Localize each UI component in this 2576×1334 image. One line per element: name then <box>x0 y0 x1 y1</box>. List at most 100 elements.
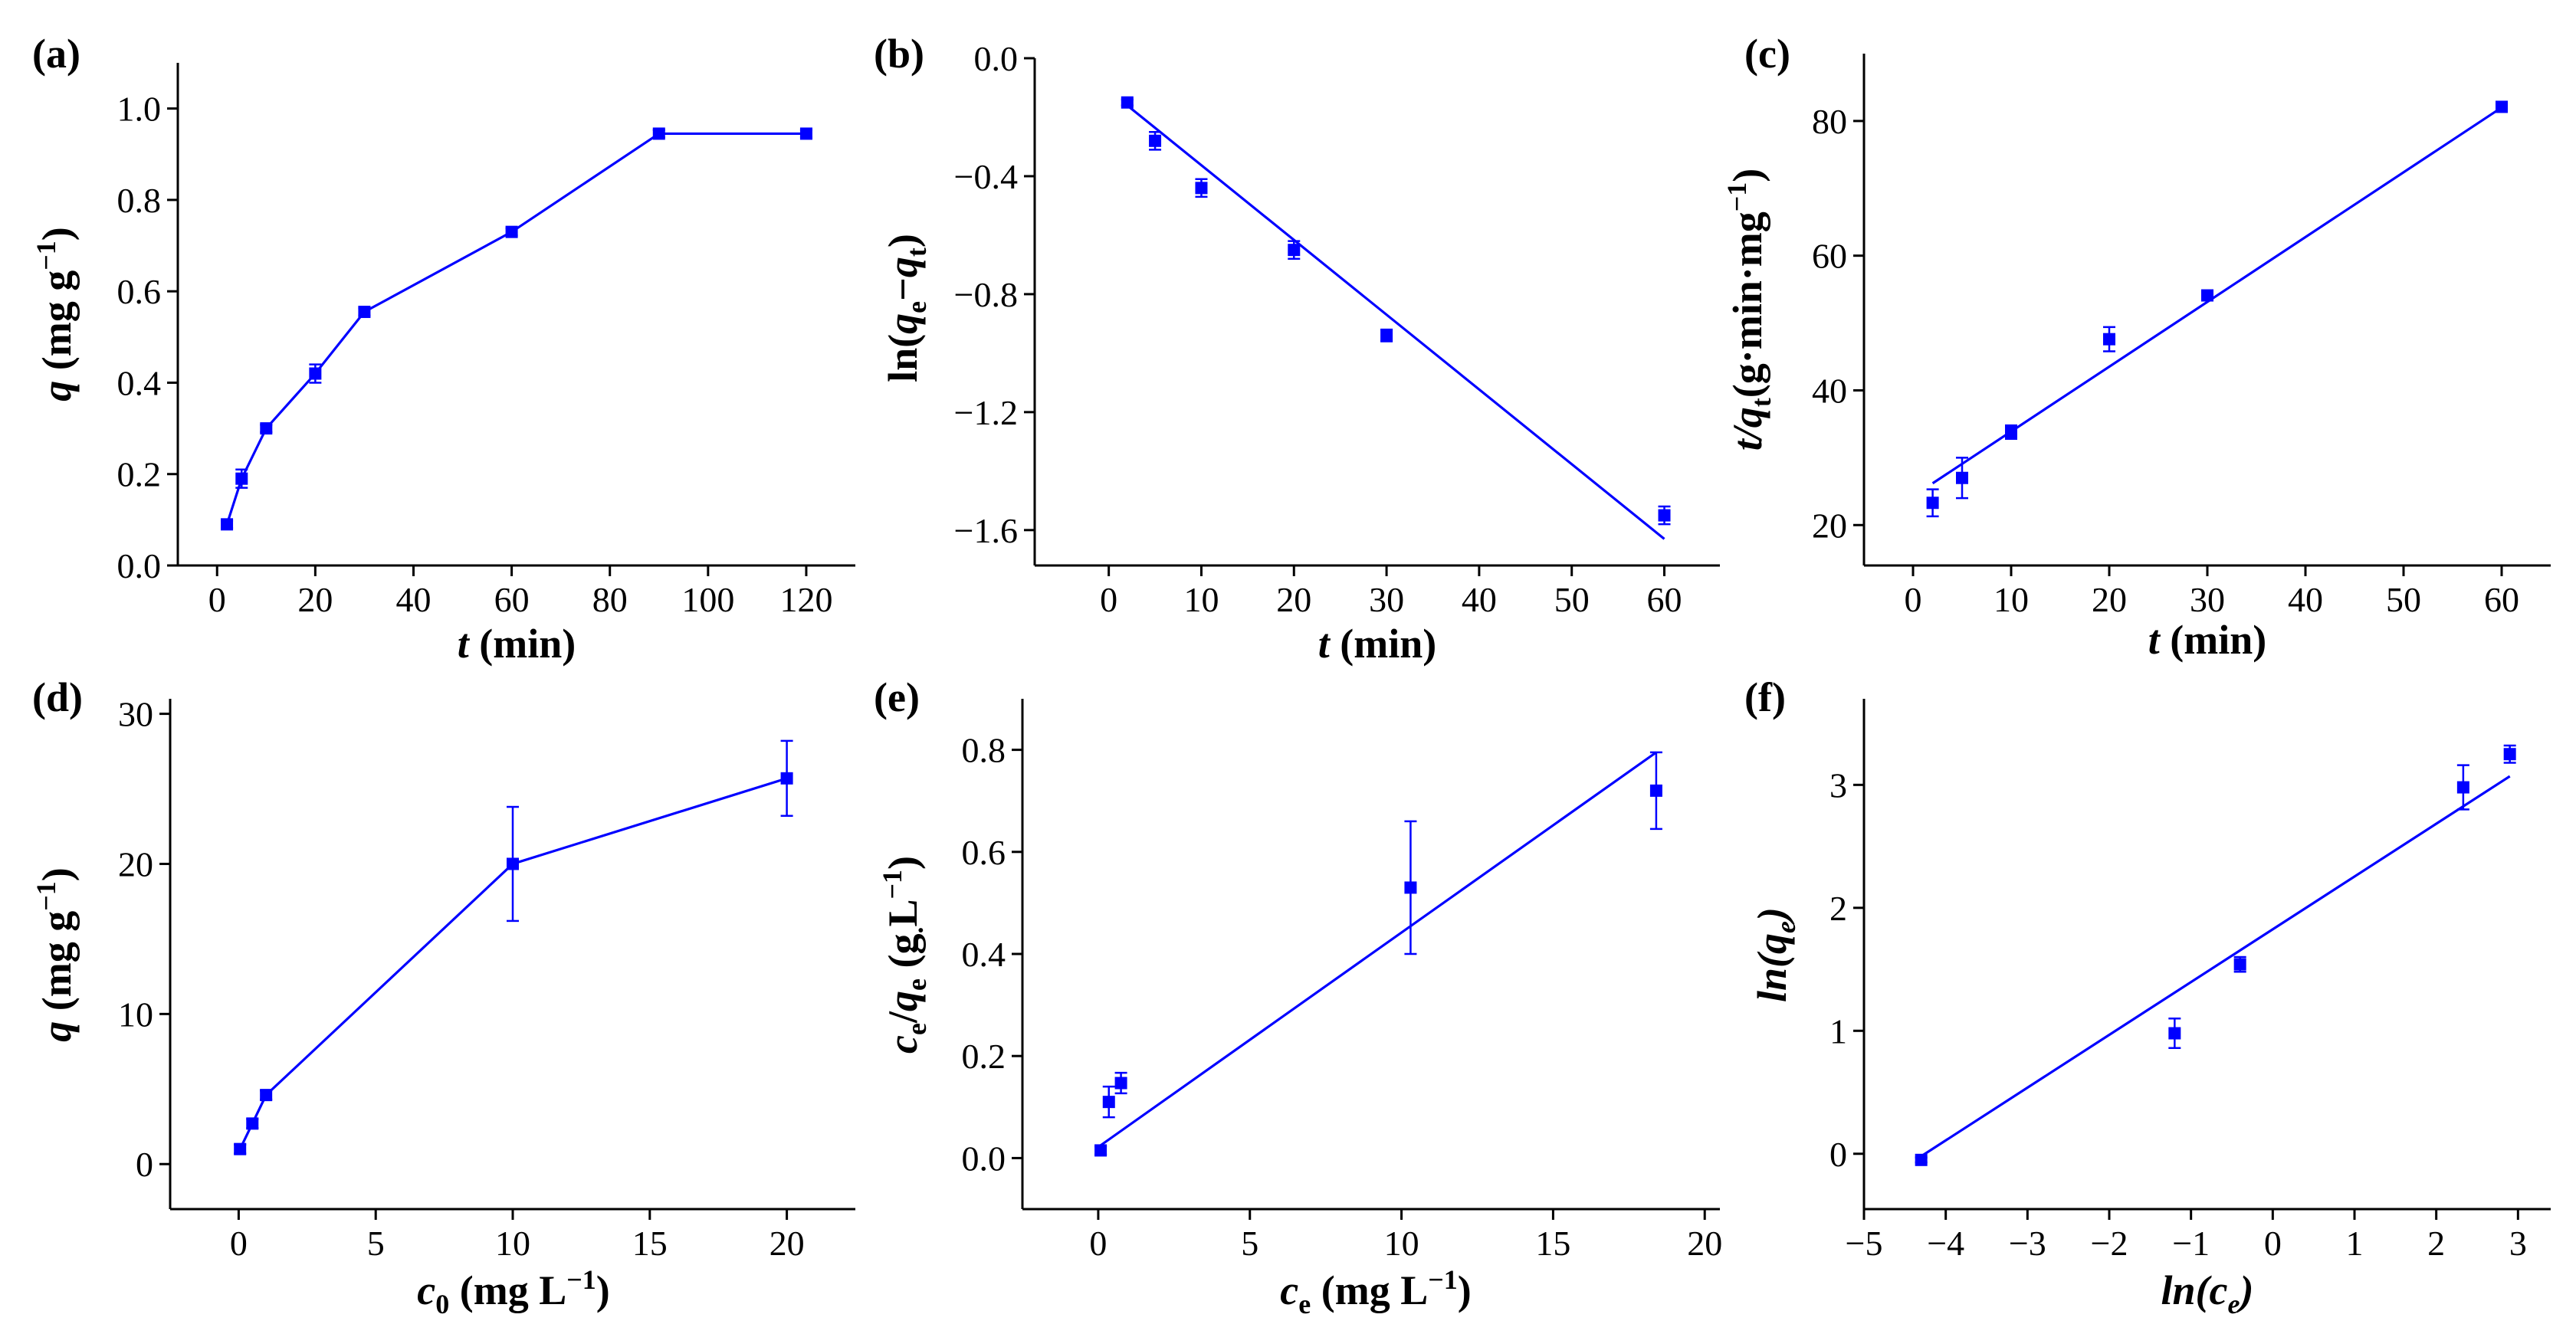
panel-d-plot: 0 5 10 15 20 0 10 20 30 <box>118 695 855 1263</box>
y-tick-label: 1.0 <box>117 90 162 129</box>
data-point <box>2005 425 2017 438</box>
x-tick-label: 30 <box>1369 580 1404 619</box>
data-point <box>1114 1077 1127 1090</box>
x-tick-label: −2 <box>2091 1224 2128 1263</box>
x-tick-label: 3 <box>2509 1224 2527 1263</box>
data-point <box>799 127 812 140</box>
fit-line <box>1920 775 2511 1158</box>
x-tick-label: −3 <box>2009 1224 2046 1263</box>
panel-b-plot: 0 10 20 30 40 50 60 0.0 −0.4 −0.8 −1.2 −1.6 <box>954 39 1720 619</box>
x-tick-label: 0 <box>1089 1224 1107 1263</box>
y-tick-label: 80 <box>1812 102 1847 141</box>
panel-b-tag: (b) <box>874 31 924 77</box>
x-tick-label: 120 <box>779 580 832 619</box>
x-tick-label: 0 <box>1905 580 1922 619</box>
panel-e-xlabel: ce (mg L−1) <box>1280 1264 1471 1319</box>
panel-d: (d) 0 5 10 15 20 0 10 20 30 c0 (mg L−1) q (mg g−… <box>31 674 855 1319</box>
fit-line <box>1126 104 1665 540</box>
data-point <box>507 857 519 870</box>
x-tick-label: 20 <box>770 1224 805 1263</box>
x-tick-label: −5 <box>1846 1224 1883 1263</box>
panel-f-tag: (f) <box>1744 674 1786 720</box>
data-point <box>1121 96 1134 109</box>
data-point <box>1404 881 1417 894</box>
x-tick-label: 5 <box>1241 1224 1258 1263</box>
y-tick-label: 0.2 <box>117 455 162 494</box>
x-tick-label: 40 <box>2288 580 2323 619</box>
data-point <box>358 306 371 319</box>
x-tick-label: 40 <box>395 580 431 619</box>
x-tick-label: 60 <box>494 580 530 619</box>
panel-e: (e) 0 5 10 15 200.00.20.40.60.8 ce (mg L−1) … <box>874 674 1722 1319</box>
data-point <box>1956 471 1968 484</box>
data-point <box>2496 100 2508 113</box>
data-point <box>221 518 234 531</box>
panel-f-plot: −5 −4 −3 −2 −1 0 1 2 3 0 1 2 3 <box>1829 699 2551 1263</box>
y-tick-label: 1 <box>1829 1011 1847 1050</box>
fit-line <box>1100 751 1657 1147</box>
y-tick-label: 0.2 <box>962 1037 1006 1076</box>
x-tick-label: 100 <box>681 580 734 619</box>
y-tick-label: 0.0 <box>962 1139 1006 1178</box>
y-tick-label: 0 <box>136 1145 153 1184</box>
y-tick-label: 0.4 <box>962 935 1006 974</box>
x-tick-label: −4 <box>1927 1224 1964 1263</box>
panel-a-ylabel: q (mg g−1) <box>31 227 80 401</box>
y-tick-label: 0.0 <box>974 39 1019 78</box>
y-tick-label: 0.4 <box>117 363 162 402</box>
y-tick-label: −1.6 <box>954 511 1018 550</box>
panel-e-ylabel: ce/qe (g.L−1) <box>877 856 932 1054</box>
x-tick-label: 40 <box>1462 580 1497 619</box>
data-point <box>2168 1027 2181 1040</box>
y-tick-label: 0.8 <box>962 731 1006 770</box>
panel-c-xlabel: t (min) <box>2148 617 2267 663</box>
panel-a-plot: 0 20 40 60 80 100 120 0.0 0.2 0.4 0.6 0.8 1.0 <box>117 63 855 619</box>
panel-c-plot: 0 10 20 30 40 50 60 20 40 60 80 <box>1812 54 2551 619</box>
series-line <box>225 132 806 525</box>
data-point <box>234 1142 247 1155</box>
data-point <box>2503 748 2516 761</box>
x-tick-label: 60 <box>1647 580 1682 619</box>
x-tick-label: 0 <box>208 580 226 619</box>
y-tick-label: 20 <box>118 844 153 883</box>
panel-a: (a) 0 20 40 60 80 100 120 0.0 0.2 0.4 0.6 0.8 1.0 t … <box>31 31 855 667</box>
y-tick-label: −0.8 <box>954 275 1018 314</box>
panel-e-plot: 0 5 10 15 20 0.0 0.2 0.4 0.6 0.8 <box>962 699 1722 1263</box>
data-point <box>780 772 793 785</box>
y-tick-label: 60 <box>1812 237 1847 276</box>
data-point <box>652 127 665 140</box>
x-tick-label: 2 <box>2427 1224 2445 1263</box>
panel-f-ylabel: ln(qe) <box>1749 907 1801 1002</box>
y-tick-label: 20 <box>1812 506 1847 545</box>
y-tick-label: 10 <box>118 995 153 1034</box>
data-point <box>2201 289 2213 302</box>
y-tick-label: −0.4 <box>954 157 1018 196</box>
y-tick-label: 0 <box>1829 1135 1847 1174</box>
data-point <box>1149 134 1162 147</box>
data-point <box>2103 333 2115 346</box>
y-tick-label: 40 <box>1812 371 1847 410</box>
x-tick-label: −1 <box>2172 1224 2210 1263</box>
x-tick-label: 80 <box>592 580 628 619</box>
x-tick-label: 50 <box>2386 580 2421 619</box>
data-point <box>1915 1153 1928 1166</box>
x-tick-label: 10 <box>1994 580 2029 619</box>
panel-f: (f) −5 −4 −3 −2 −1 0 1 2 3 0 1 2 3 ln(ce) ln(qe) <box>1744 674 2551 1319</box>
x-tick-label: 20 <box>1687 1224 1722 1263</box>
x-tick-label: 5 <box>367 1224 385 1263</box>
panel-b-xlabel: t (min) <box>1318 621 1437 667</box>
x-tick-label: 60 <box>2484 580 2519 619</box>
data-point <box>1288 244 1301 257</box>
x-tick-label: 30 <box>2190 580 2225 619</box>
panel-d-ylabel: q (mg g−1) <box>31 867 80 1041</box>
panel-b-ylabel: ln(qe−qt) <box>880 234 932 382</box>
panel-f-xlabel: ln(ce) <box>2161 1267 2254 1319</box>
panel-c-ylabel: t/qt(g·min·mg−1) <box>1721 169 1777 451</box>
panel-d-tag: (d) <box>32 674 83 720</box>
y-tick-label: 0.6 <box>962 833 1006 872</box>
data-point <box>1102 1096 1115 1109</box>
x-tick-label: 10 <box>1384 1224 1419 1263</box>
x-tick-label: 0 <box>1100 580 1117 619</box>
data-point <box>1926 497 1939 510</box>
